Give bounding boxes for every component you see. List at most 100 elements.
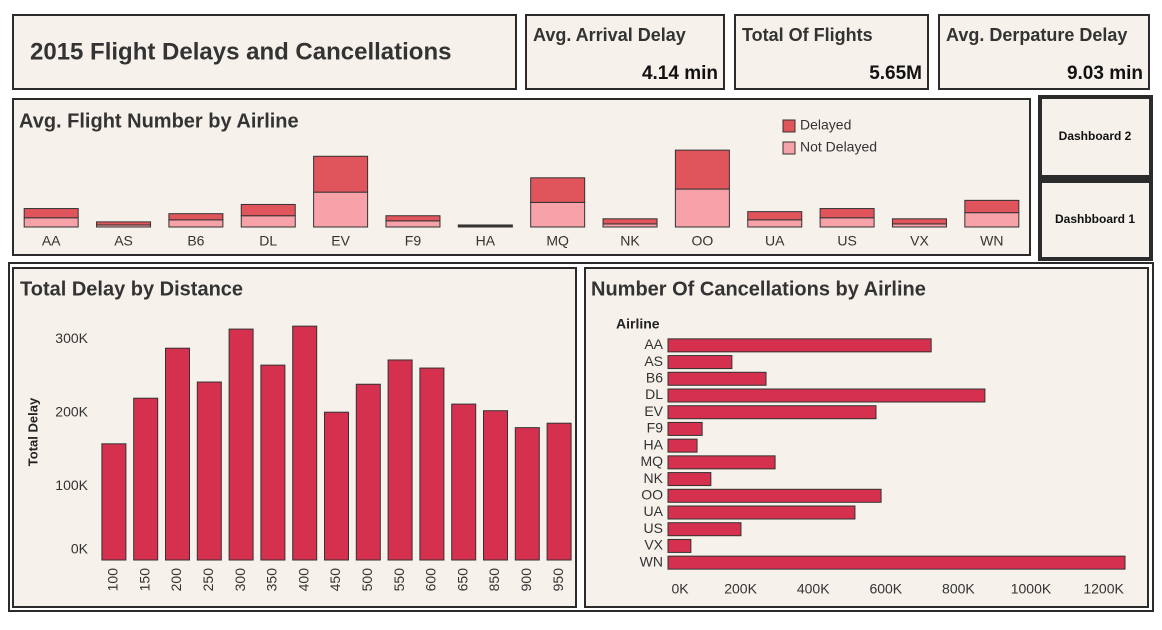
x-tick-label: 200 [168, 568, 184, 592]
y-tick-label: AS [644, 353, 663, 369]
y-tick-label: B6 [646, 369, 663, 385]
kpi-card [938, 14, 1150, 90]
bar [667, 522, 742, 537]
x-tick-label: US [837, 233, 856, 249]
legend-label: Not Delayed [800, 139, 877, 155]
x-tick-label: VX [910, 233, 929, 249]
x-tick-label: 800K [942, 581, 975, 597]
bar [667, 438, 698, 453]
kpi-value: 4.14 min [642, 63, 718, 84]
x-tick-label: OO [692, 233, 714, 249]
y-tick-label: UA [644, 503, 664, 519]
bar-segment [747, 211, 803, 221]
bar [667, 488, 882, 503]
bar-segment [602, 218, 658, 225]
bar-segment [168, 213, 224, 221]
y-tick-label: NK [644, 470, 664, 486]
bar-segment [747, 219, 803, 228]
dashboard-title: 2015 Flight Delays and Cancellations [30, 38, 451, 65]
nav-button-label[interactable]: Dashbboard 1 [1055, 212, 1135, 226]
bar-segment [385, 215, 441, 222]
x-tick-label: 100 [105, 568, 121, 592]
kpi-value: 5.65M [869, 63, 922, 84]
x-tick-label: EV [331, 233, 350, 249]
bar-segment [964, 212, 1020, 228]
bar-segment [313, 191, 369, 228]
y-tick-label: DL [645, 386, 663, 402]
bar [667, 405, 877, 420]
x-tick-label: 400 [295, 568, 311, 592]
bar [667, 505, 856, 520]
bar [667, 388, 986, 403]
legend-label: Delayed [800, 117, 851, 133]
x-tick-label: WN [980, 233, 1003, 249]
x-tick-label: 600 [423, 568, 439, 592]
y-tick-label: 100K [55, 477, 88, 493]
y-tick-label: HA [644, 436, 664, 452]
y-tick-label: AA [644, 336, 663, 352]
bar [667, 338, 932, 353]
bar [260, 364, 286, 561]
x-tick-label: 200K [724, 581, 757, 597]
x-tick-label: 500 [359, 568, 375, 592]
nav-button-label[interactable]: Dashboard 2 [1059, 129, 1132, 143]
bar-segment [819, 217, 875, 228]
bar-segment [240, 215, 296, 228]
bar [667, 421, 703, 436]
x-tick-label: AA [42, 233, 61, 249]
kpi-label: Total Of Flights [742, 25, 873, 45]
bar-segment [240, 203, 296, 217]
bar-segment [530, 201, 586, 228]
legend-swatch [782, 141, 796, 155]
y-tick-label: 200K [55, 404, 88, 420]
y-tick-label: EV [644, 403, 663, 419]
y-tick-label: 300K [55, 330, 88, 346]
kpi-label: Avg. Arrival Delay [533, 25, 686, 45]
x-tick-label: 850 [486, 568, 502, 592]
bar [324, 411, 349, 561]
bar [387, 359, 413, 561]
x-tick-label: 350 [264, 568, 280, 592]
x-tick-label: 150 [136, 568, 152, 592]
legend-swatch [782, 119, 796, 133]
x-tick-label: F9 [405, 233, 422, 249]
x-tick-label: HA [476, 233, 496, 249]
x-tick-label: 950 [550, 568, 566, 592]
bar [355, 383, 381, 561]
bar-segment [23, 217, 79, 228]
x-tick-label: 400K [797, 581, 830, 597]
x-tick-label: DL [259, 233, 277, 249]
kpi-value: 9.03 min [1067, 63, 1143, 84]
bar [667, 538, 692, 553]
nav-button[interactable] [1038, 95, 1153, 179]
bar [419, 367, 445, 561]
x-tick-label: 450 [327, 568, 343, 592]
bar [667, 355, 733, 370]
kpi-label: Avg. Derpature Delay [946, 25, 1127, 45]
bar [196, 381, 222, 561]
chart-title: Number Of Cancellations by Airline [591, 278, 926, 300]
bar-segment [96, 221, 152, 226]
y-tick-label: MQ [640, 453, 663, 469]
bar [546, 422, 572, 561]
bar-segment [168, 219, 224, 228]
bar [667, 472, 712, 487]
x-tick-label: B6 [187, 233, 204, 249]
bar [514, 427, 540, 561]
x-tick-label: 600K [869, 581, 902, 597]
nav-button[interactable] [1038, 179, 1153, 261]
y-tick-label: OO [641, 486, 663, 502]
kpi-card [525, 14, 725, 90]
bar [101, 443, 127, 561]
bar-segment [457, 224, 513, 227]
bar [133, 397, 159, 561]
bar-segment [23, 208, 79, 219]
chart-title: Avg. Flight Number by Airline [19, 110, 299, 132]
bar-segment [891, 218, 947, 225]
x-tick-label: 900 [518, 568, 534, 592]
x-tick-label: NK [620, 233, 640, 249]
bar [667, 555, 1126, 570]
x-tick-label: 650 [454, 568, 470, 592]
y-tick-label: WN [640, 553, 663, 569]
